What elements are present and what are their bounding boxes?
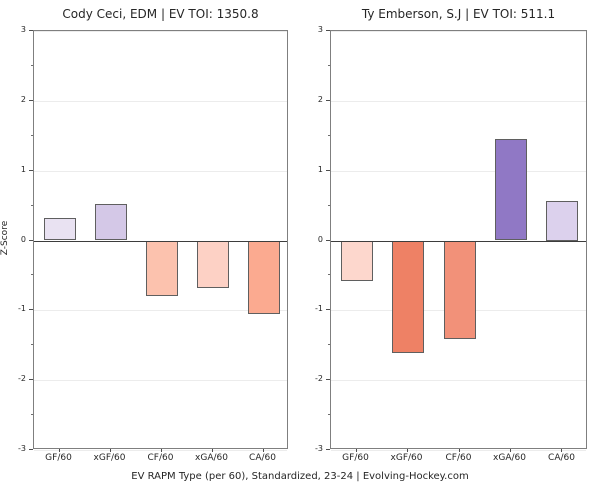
y-minor-tick (328, 135, 330, 136)
y-tick-label: 0 (317, 234, 323, 244)
zero-line (331, 241, 586, 242)
x-tick (356, 449, 357, 452)
x-tick-label: xGF/60 (93, 453, 126, 463)
gridline-y1 (34, 171, 287, 172)
y-minor-tick (31, 65, 33, 66)
x-tick (407, 449, 408, 452)
gridline-y2 (34, 101, 287, 102)
y-tick-label: -1 (315, 304, 323, 314)
y-tick-label: 2 (317, 94, 323, 104)
y-tick-label: 0 (20, 234, 26, 244)
right-plot-area (330, 30, 587, 451)
y-major-tick (326, 240, 330, 241)
gridline-y2 (331, 101, 586, 102)
zero-line (34, 241, 287, 242)
y-minor-tick (328, 205, 330, 206)
gridline-y-1 (34, 310, 287, 311)
x-tick-label: CA/60 (249, 453, 276, 463)
y-tick-label: 1 (20, 164, 26, 174)
x-tick (59, 449, 60, 452)
x-tick (459, 449, 460, 452)
x-tick (212, 449, 213, 452)
left-chart-title: Cody Ceci, EDM | EV TOI: 1350.8 (62, 7, 259, 21)
bar-gf60 (44, 218, 76, 240)
y-tick-label: -2 (315, 374, 323, 384)
y-tick-label: 3 (20, 25, 26, 34)
gridline-y-3 (34, 450, 287, 451)
y-major-tick (29, 170, 33, 171)
right-chart-title: Ty Emberson, S.J | EV TOI: 511.1 (361, 7, 556, 21)
bar-xga60 (197, 241, 229, 288)
x-tick-label: CF/60 (445, 453, 472, 463)
figure-caption: EV RAPM Type (per 60), Standardized, 23-… (131, 471, 469, 482)
gridline-y-2 (331, 380, 586, 381)
x-tick (161, 449, 162, 452)
y-minor-tick (31, 274, 33, 275)
bar-cf60 (146, 241, 178, 296)
gridline-y3 (331, 31, 586, 32)
y-tick-label: -3 (18, 444, 26, 453)
x-tick (110, 449, 111, 452)
x-tick-label: CF/60 (147, 453, 174, 463)
y-tick-label: -1 (18, 304, 26, 314)
gridline-y1 (331, 171, 586, 172)
x-tick (561, 449, 562, 452)
y-major-tick (326, 30, 330, 31)
bar-ca60 (546, 201, 578, 241)
y-major-tick (326, 170, 330, 171)
y-minor-tick (328, 65, 330, 66)
bar-xgf60 (392, 241, 424, 353)
y-minor-tick (31, 205, 33, 206)
y-tick-label: 3 (317, 25, 323, 34)
y-major-tick (326, 309, 330, 310)
y-major-tick (326, 449, 330, 450)
y-major-tick (326, 379, 330, 380)
y-tick-label: 2 (20, 94, 26, 104)
bar-gf60 (341, 241, 373, 281)
x-tick-label: xGF/60 (390, 453, 423, 463)
y-major-tick (29, 449, 33, 450)
gridline-y3 (34, 31, 287, 32)
x-tick-label: GF/60 (45, 453, 72, 463)
y-minor-tick (31, 344, 33, 345)
y-tick-label: -3 (315, 444, 323, 453)
bar-xga60 (495, 139, 527, 240)
y-major-tick (29, 30, 33, 31)
y-tick-label: 1 (317, 164, 323, 174)
y-major-tick (29, 100, 33, 101)
x-tick-label: xGA/60 (493, 453, 526, 463)
x-tick-label: GF/60 (342, 453, 369, 463)
y-minor-tick (328, 344, 330, 345)
y-minor-tick (31, 414, 33, 415)
y-major-tick (326, 100, 330, 101)
gridline-y-3 (331, 450, 586, 451)
y-tick-label: -2 (18, 374, 26, 384)
x-tick-label: xGA/60 (195, 453, 228, 463)
left-plot-area (33, 30, 288, 451)
y-major-tick (29, 379, 33, 380)
y-minor-tick (328, 274, 330, 275)
y-minor-tick (328, 414, 330, 415)
gridline-y-2 (34, 380, 287, 381)
y-minor-tick (31, 135, 33, 136)
y-major-tick (29, 309, 33, 310)
bar-ca60 (248, 241, 280, 314)
x-tick (510, 449, 511, 452)
x-tick (263, 449, 264, 452)
bar-cf60 (444, 241, 476, 339)
y-major-tick (29, 240, 33, 241)
bar-xgf60 (95, 204, 127, 240)
x-tick-label: CA/60 (548, 453, 575, 463)
